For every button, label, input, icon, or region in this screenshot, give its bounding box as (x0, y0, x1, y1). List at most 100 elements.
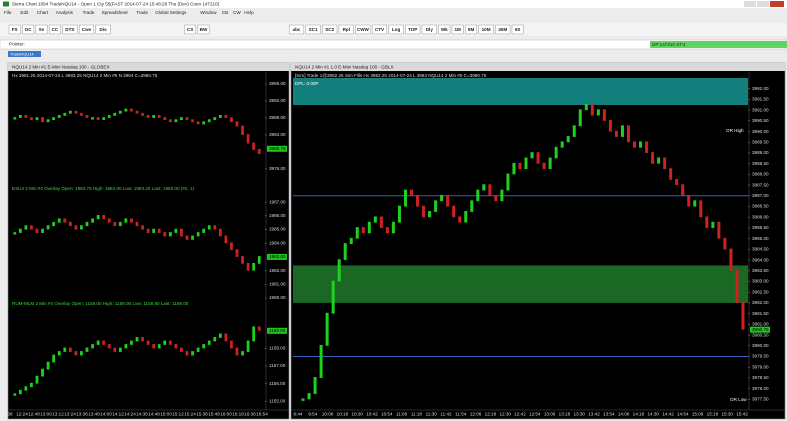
menu-item[interactable]: Chart (37, 10, 49, 15)
price-bar (639, 141, 643, 148)
price-bar (584, 103, 588, 111)
price-bar (46, 361, 50, 370)
price-bar (68, 110, 72, 114)
menu-item[interactable]: Trade (136, 10, 148, 15)
price-bar (196, 121, 200, 125)
menu-item[interactable]: Help (244, 10, 254, 15)
price-bar (207, 340, 211, 345)
toolbar-button[interactable] (338, 24, 354, 35)
toolbar-button[interactable] (421, 24, 437, 35)
time-label: 8:44 (294, 412, 303, 417)
toolbar-button[interactable] (438, 24, 451, 35)
toolbar-button[interactable] (305, 24, 321, 35)
price-bar (403, 189, 407, 207)
price-bar (626, 125, 630, 143)
price-bar (157, 115, 161, 118)
toolbar-button[interactable] (62, 24, 78, 35)
menu-item[interactable]: Global Settings (155, 10, 187, 15)
menu-item[interactable]: Trade (83, 10, 95, 15)
toolbar-button[interactable] (22, 24, 35, 35)
chart-tab[interactable] (8, 51, 41, 57)
price-bar (257, 149, 261, 155)
price-bar (174, 344, 178, 349)
price-bar (512, 162, 516, 175)
price-label: 3981.50 (752, 311, 769, 316)
toolbar-button[interactable] (184, 24, 197, 35)
price-bar (488, 184, 492, 196)
price-bar (68, 347, 72, 352)
price-bar (482, 184, 486, 191)
price-label: 3989.00 (752, 150, 769, 155)
toolbar-button[interactable] (465, 24, 478, 35)
toolbar-button-label: SC2 (325, 27, 334, 32)
time-label: 11:06 (396, 412, 408, 417)
price-bar (657, 157, 661, 164)
menu-item[interactable]: Spreadsheet (102, 10, 129, 15)
toolbar-button[interactable] (197, 24, 210, 35)
toolbar-button[interactable] (288, 24, 305, 35)
price-bar (213, 117, 217, 121)
price-bar (180, 347, 183, 352)
toolbar-button[interactable] (478, 24, 494, 35)
price-bar (96, 215, 100, 220)
toolbar-button[interactable] (48, 24, 61, 35)
time-label: 15:24 (184, 412, 196, 417)
time-label: 12:06 (470, 412, 482, 417)
menu-item[interactable]: CB (222, 10, 228, 15)
price-label: 3976.00 (269, 166, 286, 171)
menu-item[interactable]: Analysis (56, 10, 74, 15)
price-bar (102, 215, 106, 220)
price-bar (152, 344, 156, 349)
maximize-button[interactable] (757, 1, 769, 7)
price-bar (146, 115, 150, 118)
minimize-button[interactable] (744, 1, 756, 7)
price-bar (367, 221, 371, 234)
price-bar (343, 243, 347, 261)
price-bar (331, 280, 335, 314)
time-label: 10:18 (337, 412, 349, 417)
price-label: 1156.00 (269, 381, 286, 386)
toolbar-button-label: FS (12, 27, 18, 32)
toolbar-button[interactable] (355, 24, 371, 35)
price-bar (52, 354, 56, 363)
close-button[interactable] (770, 1, 784, 7)
toolbar-button[interactable] (451, 24, 464, 35)
price-bar (174, 119, 178, 123)
toolbar-button[interactable] (388, 24, 404, 35)
price-bar (536, 152, 540, 164)
price-bar (741, 302, 745, 330)
toolbar-button[interactable] (35, 24, 48, 35)
toolbar-button[interactable] (8, 24, 21, 35)
time-label: 13:30 (573, 412, 585, 417)
price-bar (135, 110, 139, 114)
price-bar (325, 312, 329, 346)
or-high-label: OR High (726, 128, 744, 133)
menu-item[interactable]: CW (233, 10, 241, 15)
price-bar (578, 109, 582, 127)
toolbar-button[interactable] (371, 24, 388, 35)
price-bar (218, 333, 222, 338)
time-label: 12:42 (514, 412, 526, 417)
left-window-title: NQU14 2 Min #1 E-Mini Nasdaq 100 - GLOBE… (12, 64, 110, 69)
toolbar-button[interactable] (322, 24, 338, 35)
toolbar-button[interactable] (78, 24, 95, 35)
price-bar (91, 218, 94, 223)
toolbar-button[interactable] (405, 24, 421, 35)
toolbar-button-label: CWW (357, 27, 370, 32)
price-label: 3980.50 (752, 332, 769, 337)
menu-item[interactable]: Edit (20, 10, 29, 15)
price-bar (246, 262, 250, 271)
price-bar (24, 115, 28, 118)
menu-item[interactable]: File (4, 10, 12, 15)
price-bar (218, 228, 222, 237)
toolbar-button[interactable] (511, 24, 524, 35)
time-label: 14:42 (662, 412, 674, 417)
time-label: 11:54 (455, 412, 467, 417)
price-bar (246, 340, 250, 352)
price-bar (152, 228, 156, 233)
menu-item[interactable]: Window (200, 10, 217, 15)
toolbar-button[interactable] (495, 24, 511, 35)
toolbar-button[interactable] (95, 24, 111, 35)
price-bar (224, 333, 228, 342)
price-label: 1157.00 (269, 363, 286, 368)
